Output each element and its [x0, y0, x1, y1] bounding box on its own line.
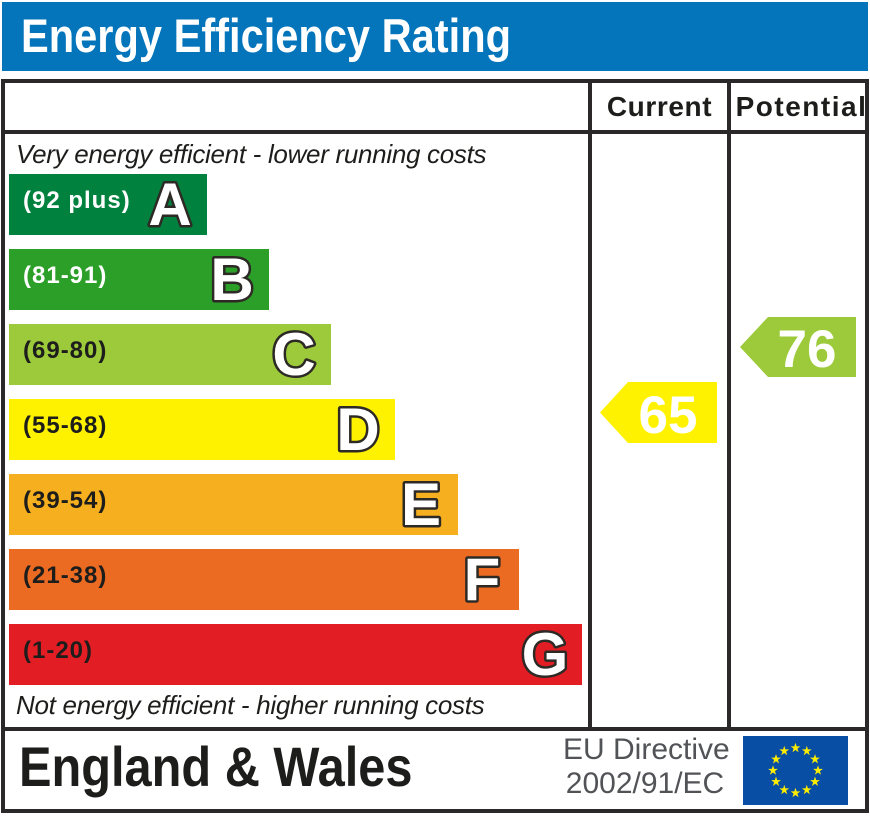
svg-text:65: 65: [639, 386, 698, 443]
svg-text:F: F: [464, 549, 501, 610]
svg-text:C: C: [272, 324, 315, 385]
svg-text:A: A: [148, 174, 191, 235]
svg-text:76: 76: [778, 320, 837, 377]
svg-text:D: D: [336, 399, 379, 460]
svg-text:G: G: [522, 624, 569, 685]
svg-text:B: B: [210, 249, 253, 310]
svg-text:E: E: [401, 474, 441, 535]
